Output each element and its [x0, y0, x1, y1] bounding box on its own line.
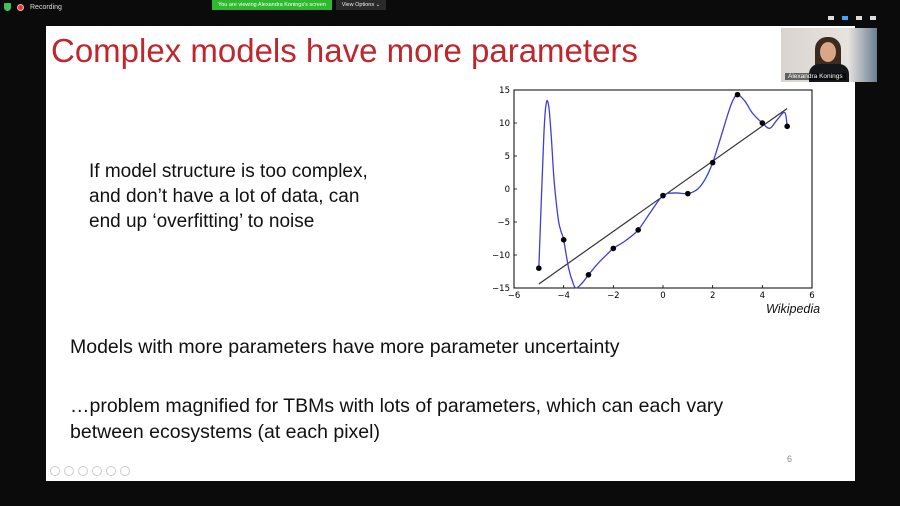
data-point: [536, 265, 542, 271]
x-tick-label: 6: [809, 291, 814, 301]
data-point: [635, 227, 641, 233]
overfit-curve: [538, 93, 788, 289]
gallery-view-icon[interactable]: [870, 16, 876, 20]
window-controls: [828, 16, 876, 20]
security-shield-icon: [4, 3, 11, 11]
data-point: [784, 123, 790, 130]
body-line: and don’t have a lot of data, can: [89, 186, 360, 207]
y-tick-label: 5: [505, 152, 510, 162]
fullscreen-icon[interactable]: [856, 16, 862, 20]
participant-face: [820, 42, 836, 62]
view-options-button[interactable]: View Options ⌄: [336, 0, 386, 10]
y-tick-label: −15: [492, 284, 510, 294]
recording-indicator: Recording: [4, 3, 62, 11]
overfitting-chart: −6 −4 −2 0 2 4 6 −15 −10 −5 0 5 10 15: [492, 86, 815, 301]
x-tick-label: 0: [660, 291, 665, 301]
plot-frame: [513, 89, 813, 289]
y-tick-label: 0: [505, 185, 510, 195]
slide-title: Complex models have more parameters: [51, 32, 638, 69]
minimize-icon[interactable]: [828, 16, 834, 20]
shared-slide: Complex models have more parameters If m…: [46, 26, 855, 481]
zoom-icon[interactable]: [106, 466, 116, 476]
body-line: end up ‘overfitting’ to noise: [89, 211, 315, 232]
recording-label: Recording: [30, 3, 62, 11]
data-point: [685, 190, 691, 197]
screen-share-banner: You are viewing Alexandra Konings's scre…: [212, 0, 332, 10]
meeting-topbar: [0, 0, 900, 18]
overfitting-text: If model structure is too complex, and d…: [89, 159, 449, 234]
y-tick-label: −5: [497, 218, 510, 228]
data-point: [734, 91, 741, 98]
previous-slide-icon[interactable]: [50, 466, 60, 476]
data-point: [585, 272, 592, 278]
source-label: Wikipedia: [766, 302, 821, 316]
layout-icon[interactable]: [842, 16, 848, 20]
x-tick-label: 2: [710, 291, 715, 301]
slide-number: 6: [787, 454, 793, 464]
y-tick-label: 15: [499, 86, 510, 96]
data-point: [660, 192, 666, 199]
models-text: Models with more parameters have more pa…: [70, 336, 620, 358]
slides-icon[interactable]: [92, 466, 102, 476]
y-tick-label: −10: [492, 251, 510, 261]
recording-icon: [17, 3, 24, 11]
x-tick-label: −6: [508, 291, 521, 301]
x-tick-label: −4: [557, 291, 570, 301]
more-options-icon[interactable]: [120, 466, 130, 476]
body-line: If model structure is too complex,: [89, 161, 368, 182]
data-point: [709, 159, 716, 166]
participant-name: Alexandra Konings: [785, 73, 846, 80]
next-slide-icon[interactable]: [64, 466, 74, 476]
data-point: [610, 245, 617, 252]
participant-video: Alexandra Konings: [781, 28, 877, 82]
pen-icon[interactable]: [78, 466, 88, 476]
data-point: [560, 237, 567, 243]
x-tick-label: −2: [607, 291, 620, 301]
problem-text: …problem magnified for TBMs with lots of…: [70, 395, 724, 443]
slide-controls: [50, 466, 130, 476]
y-tick-label: 10: [499, 119, 510, 129]
data-point: [759, 120, 766, 126]
x-tick-label: 4: [760, 291, 765, 301]
